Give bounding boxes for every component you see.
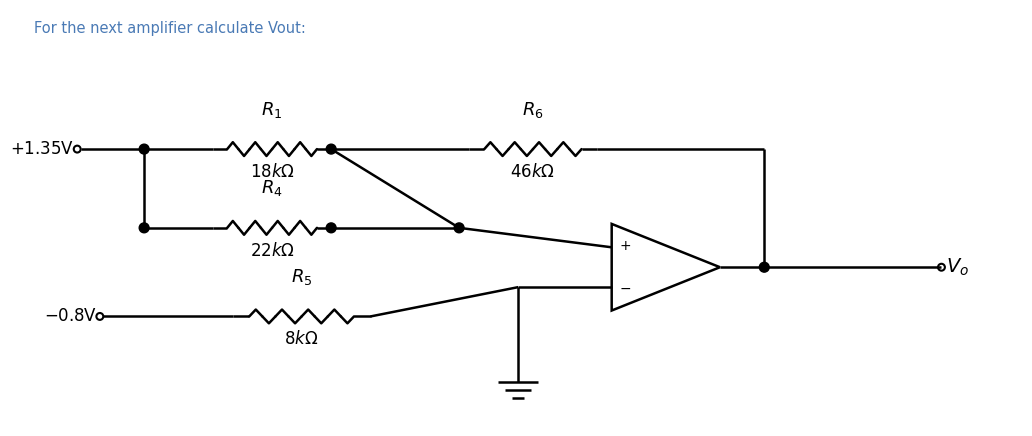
Text: $22k\Omega$: $22k\Omega$	[250, 242, 294, 259]
Text: $V_o$: $V_o$	[946, 256, 969, 278]
Text: For the next amplifier calculate Vout:: For the next amplifier calculate Vout:	[34, 21, 305, 36]
Text: $+1.35\mathrm{V}$: $+1.35\mathrm{V}$	[10, 140, 74, 157]
Text: $-$: $-$	[618, 281, 631, 295]
Text: $R_4$: $R_4$	[261, 178, 283, 198]
Circle shape	[760, 262, 769, 272]
Text: $-0.8\mathrm{V}$: $-0.8\mathrm{V}$	[43, 308, 97, 325]
Text: $18k\Omega$: $18k\Omega$	[250, 163, 294, 181]
Circle shape	[139, 144, 149, 154]
Text: $R_5$: $R_5$	[291, 267, 313, 287]
Text: $R_1$: $R_1$	[261, 99, 283, 119]
Text: $+$: $+$	[618, 239, 631, 253]
Circle shape	[326, 144, 336, 154]
Text: $8k\Omega$: $8k\Omega$	[285, 330, 319, 348]
Circle shape	[454, 223, 464, 233]
Text: $46k\Omega$: $46k\Omega$	[511, 163, 555, 181]
Circle shape	[139, 223, 149, 233]
Circle shape	[326, 223, 336, 233]
Text: $R_6$: $R_6$	[522, 99, 544, 119]
